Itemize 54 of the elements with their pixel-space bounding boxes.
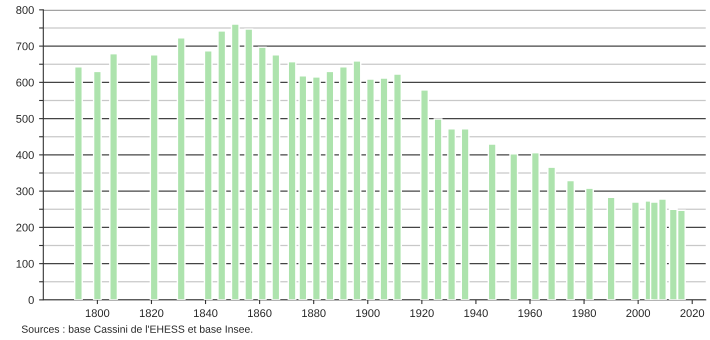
bar	[298, 75, 308, 300]
bar	[509, 153, 518, 300]
bar	[230, 23, 240, 300]
y-tick-label: 500	[16, 114, 34, 123]
bar	[547, 166, 556, 300]
bar	[606, 196, 616, 300]
bar	[258, 46, 267, 300]
bar	[530, 152, 540, 300]
y-tick-label: 300	[16, 187, 34, 196]
bar	[420, 89, 430, 300]
x-tick-label: 1940	[464, 309, 488, 318]
bar	[150, 54, 159, 300]
x-tick-label: 1900	[356, 309, 380, 318]
x-tick-label: 1820	[140, 309, 164, 318]
bar	[92, 70, 102, 300]
bar	[204, 50, 213, 300]
bar	[74, 66, 83, 300]
x-tick-label: 1860	[248, 309, 272, 318]
y-tick-label: 200	[16, 224, 34, 232]
source-note: Sources : base Cassini de l'EHESS et base Insee.	[22, 325, 252, 333]
bar	[630, 201, 640, 300]
x-tick-label: 2020	[680, 309, 704, 318]
bar	[217, 30, 226, 300]
y-tick-label: 600	[16, 78, 34, 86]
bar	[176, 37, 186, 300]
bar	[566, 180, 576, 300]
y-tick-label: 0	[28, 296, 34, 304]
x-tick-label: 1960	[518, 309, 542, 318]
y-tick-label: 700	[16, 42, 34, 50]
x-tick-label: 2000	[626, 309, 650, 318]
y-tick-label: 100	[16, 260, 34, 268]
bar	[584, 188, 594, 300]
bar	[312, 76, 321, 300]
bar	[352, 60, 362, 300]
bar	[325, 70, 334, 300]
x-tick-label: 1840	[194, 309, 218, 318]
y-tick-label: 800	[16, 6, 34, 14]
bar	[447, 128, 456, 300]
bar	[366, 78, 375, 300]
x-tick-label: 1880	[302, 309, 326, 318]
bar	[460, 128, 470, 300]
bar	[109, 53, 118, 300]
bar	[338, 66, 348, 300]
x-tick-label: 1800	[86, 309, 110, 318]
x-tick-label: 1980	[572, 309, 596, 318]
bar	[380, 77, 388, 300]
bar	[244, 28, 254, 300]
x-tick-label: 1920	[410, 309, 434, 318]
bar	[271, 54, 280, 300]
bar	[434, 118, 443, 300]
y-tick-label: 400	[16, 151, 34, 160]
bar	[488, 143, 497, 300]
bar	[393, 73, 402, 300]
bar	[288, 61, 297, 300]
